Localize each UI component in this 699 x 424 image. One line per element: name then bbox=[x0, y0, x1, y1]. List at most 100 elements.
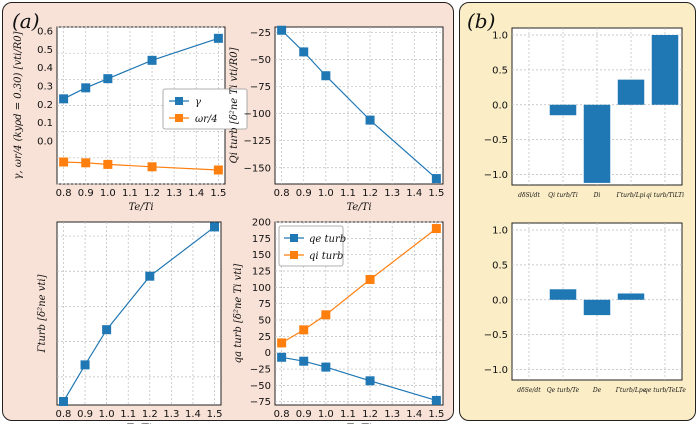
x-tick-label-a4: 1.1 bbox=[340, 409, 356, 420]
legend-a1 bbox=[162, 88, 248, 130]
y-axis-label-a1: γ, ωr/4 (kyρd = 0.30) [vti/R0] bbox=[13, 31, 24, 179]
y-tick-label-b1: 0.5 bbox=[492, 65, 508, 76]
x-tick-label-b1: Γturb/Lpi bbox=[616, 192, 646, 199]
axes-frame-a3 bbox=[56, 221, 222, 406]
data-point-a2-0 bbox=[431, 174, 441, 184]
y-tick-label-a1: 0.5 bbox=[37, 45, 53, 56]
x-tick-label-a2: 1.1 bbox=[340, 188, 356, 199]
data-point-a4-1 bbox=[277, 338, 287, 348]
bar-b1-1 bbox=[549, 104, 577, 116]
x-tick-label-a2: 0.8 bbox=[274, 188, 290, 199]
y-axis-label-a2: Qi turb [δ²ne Ti vti/R0] bbox=[229, 47, 240, 163]
y-tick-label-a4: 125 bbox=[252, 267, 271, 278]
y-axis-label-a4: qa turb [δ²ne Ti vti] bbox=[233, 264, 244, 364]
bar-b1-2 bbox=[583, 104, 611, 183]
y-tick-label-a1: 0.4 bbox=[37, 63, 53, 74]
y-tick-label-a4: 150 bbox=[252, 250, 271, 261]
data-point-a2-0 bbox=[299, 47, 309, 57]
x-tick-label-b2: Γturb/Lpe bbox=[615, 387, 647, 394]
data-point-a3-0 bbox=[210, 222, 220, 232]
x-tick-label-b1: Di bbox=[593, 192, 601, 199]
x-tick-label-a1: 1.2 bbox=[144, 188, 160, 199]
x-tick-label-b2: Qe turb/Te bbox=[547, 387, 580, 394]
x-tick-label-a4: 0.9 bbox=[296, 409, 312, 420]
y-tick-label-b1: 1.0 bbox=[492, 30, 508, 41]
x-tick-label-b1: dδSi/dt bbox=[518, 192, 540, 199]
legend-entry-a1: γ bbox=[195, 97, 201, 108]
x-tick-label-a3: 0.9 bbox=[77, 409, 93, 420]
data-point-a1-1 bbox=[103, 159, 113, 169]
legend-entry-a4: qi turb bbox=[309, 251, 343, 262]
y-tick-label-b1: −1.0 bbox=[484, 170, 508, 181]
x-tick-label-a4: 1.2 bbox=[362, 409, 378, 420]
x-tick-label-a4: 1.5 bbox=[428, 409, 444, 420]
data-point-a4-1 bbox=[431, 224, 441, 234]
y-tick-label-a2: −25 bbox=[250, 28, 271, 39]
x-tick-label-b2: De bbox=[592, 387, 602, 394]
x-tick-label-a2: 1.2 bbox=[362, 188, 378, 199]
x-tick-label-a3: 1.4 bbox=[185, 409, 201, 420]
data-point-a1-0 bbox=[81, 83, 91, 93]
y-axis-label-a3: Γturb [δ²ne vti] bbox=[37, 274, 48, 353]
data-point-a2-0 bbox=[321, 71, 331, 81]
legend-marker-a1 bbox=[175, 114, 183, 122]
y-tick-label-b2: −0.5 bbox=[484, 330, 508, 341]
x-tick-label-a3: 1.3 bbox=[163, 409, 179, 420]
y-tick-label-a1: 0.1 bbox=[37, 118, 53, 129]
panel-label-b: (b) bbox=[467, 9, 495, 33]
x-tick-label-a3: 0.8 bbox=[56, 409, 72, 420]
bar-b2-2 bbox=[583, 299, 611, 316]
data-point-a4-0 bbox=[321, 362, 331, 372]
y-tick-label-a4: −50 bbox=[250, 381, 271, 392]
data-point-a4-0 bbox=[365, 376, 375, 386]
legend-entry-a1: ωr/4 bbox=[195, 114, 218, 125]
x-tick-label-b1: Qi turb/Ti bbox=[548, 192, 578, 199]
y-tick-label-b2: 0.0 bbox=[492, 295, 508, 306]
data-point-a1-0 bbox=[103, 74, 113, 84]
x-tick-label-a2: 1.5 bbox=[428, 188, 444, 199]
y-tick-label-a1: 0.6 bbox=[37, 27, 53, 38]
bar-b2-3 bbox=[617, 293, 645, 300]
y-tick-label-a2: −75 bbox=[250, 82, 271, 93]
data-point-a3-0 bbox=[58, 396, 68, 406]
x-tick-label-a4: 0.8 bbox=[274, 409, 290, 420]
y-tick-label-a2: −125 bbox=[244, 136, 271, 147]
x-tick-label-a1: 0.9 bbox=[78, 188, 94, 199]
data-point-a4-1 bbox=[299, 325, 309, 335]
bar-b1-3 bbox=[617, 79, 645, 105]
legend-marker-a4 bbox=[290, 251, 298, 259]
x-tick-label-a2: 1.4 bbox=[406, 188, 422, 199]
data-point-a4-1 bbox=[321, 310, 331, 320]
y-tick-label-a4: 75 bbox=[258, 299, 271, 310]
x-tick-label-a1: 1.1 bbox=[122, 188, 138, 199]
bar-b2-1 bbox=[549, 289, 577, 300]
y-tick-label-a1: 0.2 bbox=[37, 100, 53, 111]
bar-b1-4 bbox=[651, 34, 679, 105]
x-tick-label-a1: 1.5 bbox=[210, 188, 226, 199]
data-point-a1-0 bbox=[59, 94, 69, 104]
data-point-a3-0 bbox=[145, 271, 155, 281]
y-tick-label-a4: 50 bbox=[258, 316, 271, 327]
x-tick-label-a1: 1.3 bbox=[166, 188, 182, 199]
y-tick-label-a4: −75 bbox=[250, 397, 271, 408]
x-tick-label-a2: 0.9 bbox=[296, 188, 312, 199]
data-point-a2-0 bbox=[277, 25, 287, 35]
x-tick-label-a1: 0.8 bbox=[56, 188, 72, 199]
y-tick-label-a4: 100 bbox=[252, 283, 271, 294]
x-tick-label-a4: 1.3 bbox=[384, 409, 400, 420]
data-point-a4-0 bbox=[299, 356, 309, 366]
panel-label-a: (a) bbox=[12, 9, 40, 33]
y-tick-label-b1: −0.5 bbox=[484, 135, 508, 146]
x-tick-label-b2: qe turb/TeLTe bbox=[644, 387, 686, 394]
data-point-a3-0 bbox=[102, 325, 112, 335]
x-axis-label-a1: Te/Ti bbox=[128, 202, 153, 213]
data-point-a2-0 bbox=[365, 115, 375, 125]
data-point-a4-0 bbox=[431, 395, 441, 405]
data-point-a1-0 bbox=[213, 33, 223, 43]
x-tick-label-b1: qi turb/TiLTi bbox=[646, 192, 684, 199]
data-point-a4-0 bbox=[277, 352, 287, 362]
y-tick-label-b2: 0.5 bbox=[492, 260, 508, 271]
y-tick-label-a2: −100 bbox=[244, 109, 271, 120]
y-tick-label-b1: 0.0 bbox=[492, 100, 508, 111]
